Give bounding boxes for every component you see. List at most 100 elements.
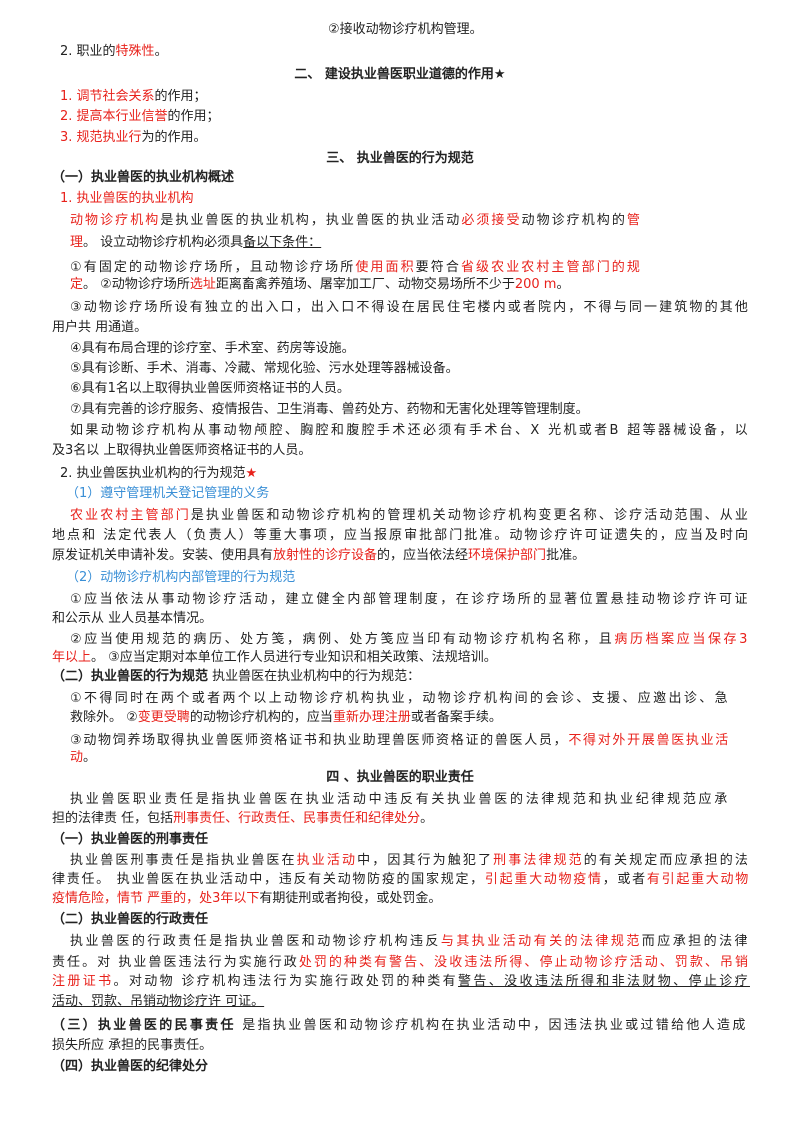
highlight: 动物诊疗机构 xyxy=(70,213,161,228)
text-run: 。 xyxy=(83,750,97,765)
text-run: 动物诊疗机构的 xyxy=(521,213,627,228)
text-line: 担的法律责 任，包括刑事责任、行政责任、民事责任和纪律处分。 xyxy=(52,810,433,828)
highlight: 年以上 xyxy=(52,650,92,665)
text-run: 。 设立动物诊疗机构必须具 xyxy=(83,235,244,250)
text-line: 执业兽医刑事责任是指执业兽医在执业活动中，因其行为触犯了刑事法律规范的有关规定而… xyxy=(70,852,750,870)
text-line: 2. 职业的特殊性。 xyxy=(60,43,168,61)
text-run: 三、 执业兽医的行为规范 xyxy=(326,151,474,166)
text-run: 的作用； xyxy=(167,109,220,124)
text-run: ①有固定的动物诊疗场所，且动物诊疗场所 xyxy=(70,260,356,275)
text-line: （四）执业兽医的纪律处分 xyxy=(52,1058,208,1076)
text-line: （一）执业兽医的刑事责任 xyxy=(52,831,208,849)
text-line: 动。 xyxy=(70,749,96,767)
text-run: 执业兽医的行政责任是指执业兽医和动物诊疗机构违反 xyxy=(70,934,441,949)
highlight: 引起重大动物疫情 xyxy=(484,872,603,887)
text-line: 及3名以 上取得执业兽医师资格证书的人员。 xyxy=(52,442,311,460)
highlight: 执业活动 xyxy=(296,853,358,868)
text-run: 律责任。 执业兽医在执业活动中，违反有关动物防疫的国家规定， xyxy=(52,872,485,887)
highlight: 定 xyxy=(70,277,84,292)
text-run: 批准。 xyxy=(546,548,586,563)
text-line: ④具有布局合理的诊疗室、手术室、药房等设施。 xyxy=(70,340,355,358)
text-line: （二）执业兽医的行政责任 xyxy=(52,911,208,929)
text-run: 有期徒刑或者拘役，或处罚金。 xyxy=(259,891,442,906)
text-run: 或者备案手续。 xyxy=(410,710,502,725)
highlight: 有引起重大动物 xyxy=(646,872,750,887)
highlight: 管 xyxy=(626,213,642,228)
text-line: 用户共 用通道。 xyxy=(52,319,147,337)
highlight: 3. 规范执业行 xyxy=(60,130,142,145)
text-line: 注册证书。对动物 诊疗机构违法行为实施行政处罚的种类有警告、没收违法所得和非法财… xyxy=(52,973,750,991)
text-line: （1）遵守管理机关登记管理的义务 xyxy=(66,485,269,503)
text-run: 。 ②动物诊疗场所 xyxy=(83,277,190,292)
text-run: 的作用； xyxy=(154,89,207,104)
text-run: 四 、执业兽医的职业责任 xyxy=(326,770,474,785)
highlight: 重新办理注册 xyxy=(332,710,411,725)
heading: （四）执业兽医的纪律处分 xyxy=(52,1059,209,1074)
text-line: （一）执业兽医的执业机构概述 xyxy=(52,169,234,187)
text-line: 定。 ②动物诊疗场所选址距离畜禽养殖场、屠宰加工厂、动物交易场所不少于200 m… xyxy=(70,276,569,294)
highlight: 1. 执业兽医的执业机构 xyxy=(60,191,194,206)
text-run: 中，因其行为触犯了 xyxy=(357,853,494,868)
text-line: ②接收动物诊疗机构管理。 xyxy=(328,21,483,39)
highlight: 刑事责任、行政责任、民事责任和纪律处分 xyxy=(173,811,421,826)
highlight: 疫情危险，情节 严重的，处3年以下 xyxy=(52,891,260,906)
heading: （一）执业兽医的执业机构概述 xyxy=(52,170,235,185)
highlight: （2）动物诊疗机构内部管理的行为规范 xyxy=(66,570,296,585)
text-line: 如果动物诊疗机构从事动物颅腔、胸腔和腹腔手术还必须有手术台、X 光机或者B 超等… xyxy=(70,422,750,440)
text-run: 救除外。 ② xyxy=(70,710,138,725)
text-line: （2）动物诊疗机构内部管理的行为规范 xyxy=(66,569,295,587)
text-line: ⑥具有1名以上取得执业兽医师资格证书的人员。 xyxy=(70,380,350,398)
text-line: 地点和 法定代表人（负责人）等重大事项，应当报原审批部门批准。动物诊疗许可证遗失… xyxy=(52,527,750,545)
text-line: ③动物诊疗场所设有独立的出入口，出入口不得设在居民住宅楼内或者院内，不得与同一建… xyxy=(70,299,750,317)
text-run: 如果动物诊疗机构从事动物颅腔、胸腔和腹腔手术还必须有手术台、X 光机或者B 超等… xyxy=(70,423,750,438)
text-run: ⑦具有完善的诊疗服务、疫情报告、卫生消毒、兽药处方、药物和无害化处理等管理制度。 xyxy=(70,402,589,417)
text-run: 2. 职业的 xyxy=(60,44,116,59)
text-run: 。 xyxy=(420,811,434,826)
highlight: 理 xyxy=(70,235,84,250)
text-run: 地点和 法定代表人（负责人）等重大事项，应当报原审批部门批准。动物诊疗许可证遗失… xyxy=(52,528,750,543)
text-line: 二、 建设执业兽医职业道德的作用★ xyxy=(0,66,800,84)
text-run: ②接收动物诊疗机构管理。 xyxy=(328,22,483,37)
text-run: ③动物饲养场取得执业兽医师资格证书和执业助理兽医师资格证的兽医人员， xyxy=(70,733,569,748)
text-run: 的，应当依法经 xyxy=(377,548,469,563)
text-run: ②应当使用规范的病历、处方笺，病例、处方笺应当印有动物诊疗机构名称，且 xyxy=(70,632,615,647)
text-run: ①不得同时在两个或者两个以上动物诊疗机构执业，动物诊疗机构间的会诊、支援、应邀出… xyxy=(70,691,730,706)
text-run: 担的法律责 任，包括 xyxy=(52,811,174,826)
text-line: （二）执业兽医的行为规范 执业兽医在执业机构中的行为规范： xyxy=(52,668,420,686)
text-line: ②应当使用规范的病历、处方笺，病例、处方笺应当印有动物诊疗机构名称，且病历档案应… xyxy=(70,631,750,649)
text-run: 。 ③应当定期对本单位工作人员进行专业知识和相关政策、法规培训。 xyxy=(91,650,497,665)
text-run: 责任。对 执业兽医违法行为实施行政 xyxy=(52,955,299,970)
highlight: 刑事法律规范 xyxy=(493,853,584,868)
text-run: 。 xyxy=(154,44,168,59)
highlight: 农业农村主管部门 xyxy=(70,508,191,523)
text-line: 2. 提高本行业信誉的作用； xyxy=(60,108,220,126)
highlight: 变更受聘 xyxy=(137,710,190,725)
text-line: 四 、执业兽医的职业责任 xyxy=(0,769,800,787)
text-line: ⑦具有完善的诊疗服务、疫情报告、卫生消毒、兽药处方、药物和无害化处理等管理制度。 xyxy=(70,401,589,419)
highlight: 活动、罚款、吊销动物诊疗许 可证。 xyxy=(52,994,265,1009)
text-run: 原发证机关申请补发。安装、使用具有 xyxy=(52,548,274,563)
text-line: 动物诊疗机构是执业兽医的执业机构，执业兽医的执业活动必须接受动物诊疗机构的管 xyxy=(70,212,642,230)
text-line: ①应当依法从事动物诊疗活动，建立健全内部管理制度，在诊疗场所的显著位置悬挂动物诊… xyxy=(70,591,750,609)
text-line: 年以上。 ③应当定期对本单位工作人员进行专业知识和相关政策、法规培训。 xyxy=(52,649,497,667)
text-run: 是指执业兽医和动物诊疗机构在执业活动中，因违法执业或过错给他人造成 xyxy=(235,1018,748,1033)
text-line: 损失所应 承担的民事责任。 xyxy=(52,1037,212,1055)
text-line: 3. 规范执业行为的作用。 xyxy=(60,129,207,147)
text-line: （三）执业兽医的民事责任 是指执业兽医和动物诊疗机构在执业活动中，因违法执业或过… xyxy=(52,1017,748,1035)
text-line: 三、 执业兽医的行为规范 xyxy=(0,150,800,168)
text-run: 用户共 用通道。 xyxy=(52,320,148,335)
highlight: 注册证书 xyxy=(52,974,114,989)
highlight: （1）遵守管理机关登记管理的义务 xyxy=(66,486,270,501)
heading: （三）执业兽医的民事责任 xyxy=(52,1018,236,1033)
highlight: 备以下条件： xyxy=(243,235,322,250)
text-run: 及3名以 上取得执业兽医师资格证书的人员。 xyxy=(52,443,312,458)
highlight: 1. 调节社会关系 xyxy=(60,89,155,104)
heading: （二）执业兽医的行为规范 xyxy=(52,669,209,684)
text-run: 。 xyxy=(556,277,570,292)
text-line: 执业兽医的行政责任是指执业兽医和动物诊疗机构违反与其执业活动有关的法律规范而应承… xyxy=(70,933,750,951)
highlight: ★ xyxy=(245,466,258,481)
text-line: ①有固定的动物诊疗场所，且动物诊疗场所使用面积要符合省级农业农村主管部门的规 xyxy=(70,259,642,277)
text-line: 疫情危险，情节 严重的，处3年以下有期徒刑或者拘役，或处罚金。 xyxy=(52,890,441,908)
highlight: 与其执业活动有关的法律规范 xyxy=(440,934,642,949)
highlight: 环境保护部门 xyxy=(468,548,547,563)
